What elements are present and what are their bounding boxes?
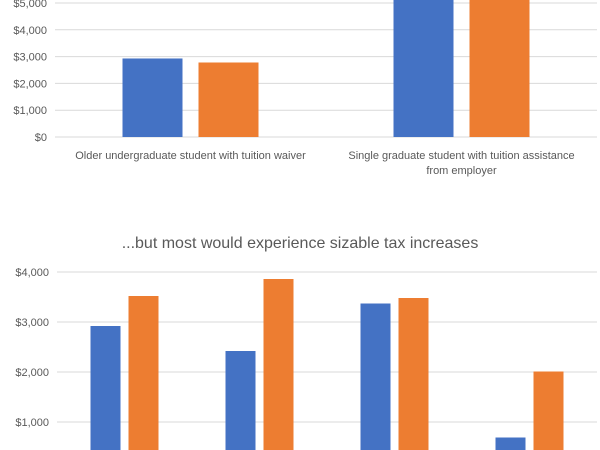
y-tick-label: $3,000 xyxy=(13,52,47,64)
y-tick-label: $0 xyxy=(35,132,47,144)
bar-series1-cat4 xyxy=(495,437,526,450)
y-tick-label: $4,000 xyxy=(15,267,49,279)
y-tick-label: $4,000 xyxy=(13,25,47,37)
y-tick-label: $2,000 xyxy=(15,367,49,379)
category-label: from employer xyxy=(426,165,497,177)
category-label: Older undergraduate student with tuition… xyxy=(75,150,306,162)
y-tick-label: $1,000 xyxy=(13,105,47,117)
bottom-chart: $1,000 $2,000 $3,000 $4,000 xyxy=(15,267,597,450)
category-label: Single graduate student with tuition ass… xyxy=(348,150,574,162)
bar-series1-cat1 xyxy=(90,326,121,450)
y-tick-label: $2,000 xyxy=(13,78,47,90)
y-tick-label: $5,000 xyxy=(13,0,47,10)
bar-series2-cat1 xyxy=(198,62,259,137)
bar-series2-cat2 xyxy=(263,279,294,450)
bar-series1-cat3 xyxy=(360,303,391,450)
bar-series1-cat2 xyxy=(225,351,256,450)
bar-series2-cat3 xyxy=(398,298,429,450)
bar-series2-cat1 xyxy=(128,296,159,450)
bar-series1-cat2 xyxy=(393,0,454,137)
bar-series2-cat4 xyxy=(533,371,564,450)
bar-series1-cat1 xyxy=(122,58,183,138)
top-chart: $0 $1,000 $2,000 $3,000 $4,000 $5,000 Older un… xyxy=(13,0,597,177)
bar-series2-cat2 xyxy=(469,0,530,137)
bottom-chart-title: ...but most would experience sizable tax… xyxy=(122,235,479,252)
y-tick-label: $3,000 xyxy=(15,317,49,329)
y-tick-label: $1,000 xyxy=(15,417,49,429)
